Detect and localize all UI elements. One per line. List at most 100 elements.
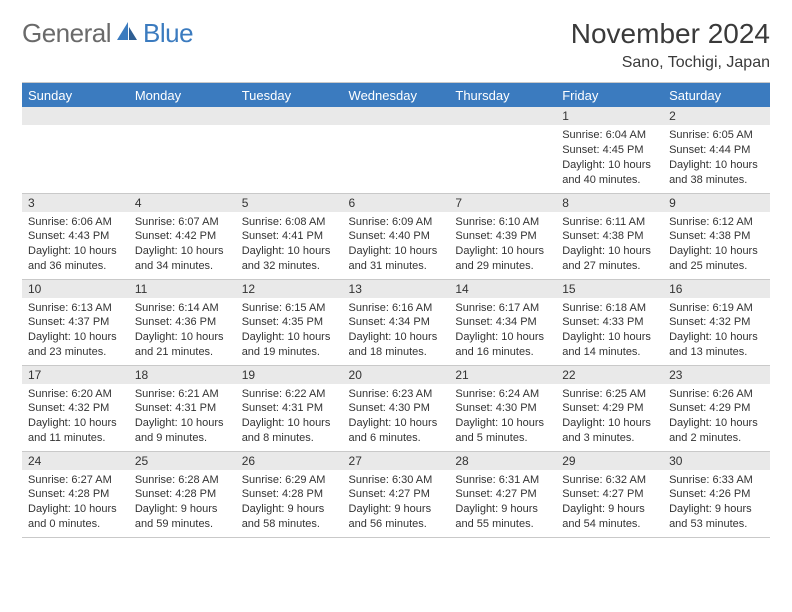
sunrise-line: Sunrise: 6:31 AM	[455, 473, 550, 488]
daylight-line: Daylight: 10 hours and 36 minutes.	[28, 244, 123, 274]
daylight-line: Daylight: 10 hours and 23 minutes.	[28, 330, 123, 360]
day-number: 18	[129, 366, 236, 384]
title-block: November 2024 Sano, Tochigi, Japan	[571, 18, 770, 72]
sunset-line: Sunset: 4:27 PM	[455, 487, 550, 502]
calendar-cell: 7 Sunrise: 6:10 AMSunset: 4:39 PMDaylight…	[449, 193, 556, 279]
sunset-line: Sunset: 4:27 PM	[562, 487, 657, 502]
calendar-cell: 13Sunrise: 6:16 AMSunset: 4:34 PMDayligh…	[343, 279, 450, 365]
calendar-week-row: 10Sunrise: 6:13 AMSunset: 4:37 PMDayligh…	[22, 279, 770, 365]
daylight-line: Daylight: 10 hours and 11 minutes.	[28, 416, 123, 446]
calendar-cell	[129, 107, 236, 193]
day-details: Sunrise: 6:17 AMSunset: 4:34 PMDaylight:…	[449, 298, 556, 364]
calendar-cell: 24Sunrise: 6:27 AMSunset: 4:28 PMDayligh…	[22, 451, 129, 537]
sunrise-line: Sunrise: 6:27 AM	[28, 473, 123, 488]
calendar-cell: 15Sunrise: 6:18 AMSunset: 4:33 PMDayligh…	[556, 279, 663, 365]
day-number: 14	[449, 280, 556, 298]
sunset-line: Sunset: 4:30 PM	[455, 401, 550, 416]
calendar-cell: 8Sunrise: 6:11 AMSunset: 4:38 PMDaylight…	[556, 193, 663, 279]
day-details: Sunrise: 6:05 AMSunset: 4:44 PMDaylight:…	[663, 125, 770, 191]
sunset-line: Sunset: 4:31 PM	[135, 401, 230, 416]
day-number: 4	[129, 194, 236, 212]
calendar-cell: 11Sunrise: 6:14 AMSunset: 4:36 PMDayligh…	[129, 279, 236, 365]
day-number: 22	[556, 366, 663, 384]
sunset-line: Sunset: 4:43 PM	[28, 229, 123, 244]
calendar-cell	[22, 107, 129, 193]
sunrise-line: Sunrise: 6:23 AM	[349, 387, 444, 402]
day-number: 13	[343, 280, 450, 298]
day-details: Sunrise: 6:04 AMSunset: 4:45 PMDaylight:…	[556, 125, 663, 191]
day-number: 27	[343, 452, 450, 470]
sunrise-line: Sunrise: 6:21 AM	[135, 387, 230, 402]
daylight-line: Daylight: 10 hours and 27 minutes.	[562, 244, 657, 274]
calendar-cell: 5Sunrise: 6:08 AMSunset: 4:41 PMDaylight…	[236, 193, 343, 279]
sunset-line: Sunset: 4:37 PM	[28, 315, 123, 330]
calendar-week-row: 1Sunrise: 6:04 AMSunset: 4:45 PMDaylight…	[22, 107, 770, 193]
sunrise-line: Sunrise: 6:32 AM	[562, 473, 657, 488]
calendar-cell: 21Sunrise: 6:24 AMSunset: 4:30 PMDayligh…	[449, 365, 556, 451]
day-details: Sunrise: 6:29 AMSunset: 4:28 PMDaylight:…	[236, 470, 343, 536]
sunset-line: Sunset: 4:36 PM	[135, 315, 230, 330]
sunrise-line: Sunrise: 6:28 AM	[135, 473, 230, 488]
sunset-line: Sunset: 4:29 PM	[669, 401, 764, 416]
sunset-line: Sunset: 4:40 PM	[349, 229, 444, 244]
sunset-line: Sunset: 4:41 PM	[242, 229, 337, 244]
day-details: Sunrise: 6:15 AMSunset: 4:35 PMDaylight:…	[236, 298, 343, 364]
sunset-line: Sunset: 4:38 PM	[562, 229, 657, 244]
daylight-line: Daylight: 10 hours and 9 minutes.	[135, 416, 230, 446]
sunrise-line: Sunrise: 6:29 AM	[242, 473, 337, 488]
sunset-line: Sunset: 4:38 PM	[669, 229, 764, 244]
sunset-line: Sunset: 4:35 PM	[242, 315, 337, 330]
day-details: Sunrise: 6:20 AMSunset: 4:32 PMDaylight:…	[22, 384, 129, 450]
day-number: 21	[449, 366, 556, 384]
day-details: Sunrise: 6:32 AMSunset: 4:27 PMDaylight:…	[556, 470, 663, 536]
sunset-line: Sunset: 4:28 PM	[135, 487, 230, 502]
day-details: Sunrise: 6:27 AMSunset: 4:28 PMDaylight:…	[22, 470, 129, 536]
sunset-line: Sunset: 4:34 PM	[349, 315, 444, 330]
day-details: Sunrise: 6:28 AMSunset: 4:28 PMDaylight:…	[129, 470, 236, 536]
day-details: Sunrise: 6:23 AMSunset: 4:30 PMDaylight:…	[343, 384, 450, 450]
logo-text-1: General	[22, 18, 111, 49]
calendar-cell: 28Sunrise: 6:31 AMSunset: 4:27 PMDayligh…	[449, 451, 556, 537]
daylight-line: Daylight: 10 hours and 32 minutes.	[242, 244, 337, 274]
calendar-cell: 19Sunrise: 6:22 AMSunset: 4:31 PMDayligh…	[236, 365, 343, 451]
sunrise-line: Sunrise: 6:26 AM	[669, 387, 764, 402]
daylight-line: Daylight: 10 hours and 5 minutes.	[455, 416, 550, 446]
daylight-line: Daylight: 10 hours and 38 minutes.	[669, 158, 764, 188]
calendar-cell: 23Sunrise: 6:26 AMSunset: 4:29 PMDayligh…	[663, 365, 770, 451]
sunset-line: Sunset: 4:26 PM	[669, 487, 764, 502]
daylight-line: Daylight: 9 hours and 56 minutes.	[349, 502, 444, 532]
day-number: 1	[556, 107, 663, 125]
sunset-line: Sunset: 4:29 PM	[562, 401, 657, 416]
daylight-line: Daylight: 10 hours and 29 minutes.	[455, 244, 550, 274]
daylight-line: Daylight: 9 hours and 58 minutes.	[242, 502, 337, 532]
daylight-line: Daylight: 10 hours and 16 minutes.	[455, 330, 550, 360]
daylight-line: Daylight: 10 hours and 34 minutes.	[135, 244, 230, 274]
daylight-line: Daylight: 10 hours and 0 minutes.	[28, 502, 123, 532]
day-number: 30	[663, 452, 770, 470]
sunset-line: Sunset: 4:33 PM	[562, 315, 657, 330]
day-number: 24	[22, 452, 129, 470]
sunrise-line: Sunrise: 6:16 AM	[349, 301, 444, 316]
sunrise-line: Sunrise: 6:10 AM	[455, 215, 550, 230]
day-details: Sunrise: 6:31 AMSunset: 4:27 PMDaylight:…	[449, 470, 556, 536]
calendar-cell: 14Sunrise: 6:17 AMSunset: 4:34 PMDayligh…	[449, 279, 556, 365]
sunrise-line: Sunrise: 6:11 AM	[562, 215, 657, 230]
daylight-line: Daylight: 10 hours and 19 minutes.	[242, 330, 337, 360]
day-number: 23	[663, 366, 770, 384]
day-number: 7	[449, 194, 556, 212]
day-number-empty	[22, 107, 129, 125]
sunrise-line: Sunrise: 6:20 AM	[28, 387, 123, 402]
sunset-line: Sunset: 4:34 PM	[455, 315, 550, 330]
sunset-line: Sunset: 4:39 PM	[455, 229, 550, 244]
day-number: 2	[663, 107, 770, 125]
sunrise-line: Sunrise: 6:08 AM	[242, 215, 337, 230]
calendar-cell: 16Sunrise: 6:19 AMSunset: 4:32 PMDayligh…	[663, 279, 770, 365]
sunrise-line: Sunrise: 6:25 AM	[562, 387, 657, 402]
logo: General Blue	[22, 18, 193, 49]
day-number: 17	[22, 366, 129, 384]
logo-text-2: Blue	[143, 18, 193, 49]
day-details: Sunrise: 6:08 AMSunset: 4:41 PMDaylight:…	[236, 212, 343, 278]
calendar-cell: 26Sunrise: 6:29 AMSunset: 4:28 PMDayligh…	[236, 451, 343, 537]
sunset-line: Sunset: 4:45 PM	[562, 143, 657, 158]
calendar-cell: 1Sunrise: 6:04 AMSunset: 4:45 PMDaylight…	[556, 107, 663, 193]
